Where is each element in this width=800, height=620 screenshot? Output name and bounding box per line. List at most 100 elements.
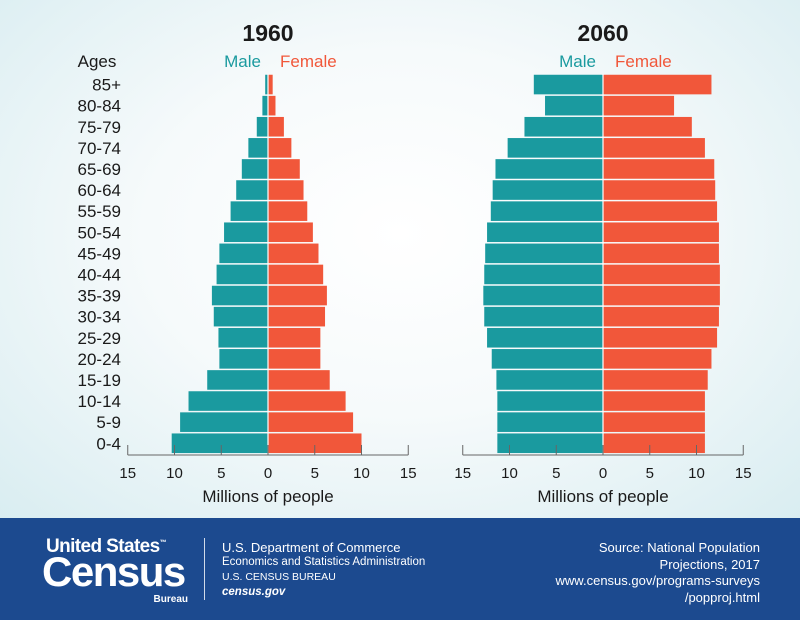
female-bar bbox=[268, 159, 300, 179]
male-bar bbox=[484, 264, 603, 285]
male-bar bbox=[213, 306, 268, 327]
female-bar bbox=[603, 116, 692, 137]
age-group-label: 75-79 bbox=[78, 118, 121, 137]
legend-female: Female bbox=[280, 52, 337, 71]
age-group-label: 35-39 bbox=[78, 287, 121, 306]
female-bar bbox=[268, 138, 292, 158]
x-tick-label: 5 bbox=[552, 465, 560, 482]
female-bar bbox=[603, 95, 675, 116]
x-axis-label: Millions of people bbox=[537, 487, 668, 506]
female-bar bbox=[603, 180, 716, 200]
male-bar bbox=[497, 433, 603, 454]
female-bar bbox=[603, 433, 705, 454]
age-group-label: 20-24 bbox=[78, 350, 121, 369]
age-group-label: 40-44 bbox=[78, 265, 121, 284]
x-tick-label: 5 bbox=[311, 465, 319, 482]
age-group-label: 15-19 bbox=[78, 371, 121, 390]
ages-label: Ages bbox=[78, 52, 117, 71]
male-bar bbox=[219, 243, 268, 264]
male-bar bbox=[496, 370, 603, 390]
male-bar bbox=[211, 285, 268, 306]
logo-united-states: United States™ bbox=[46, 536, 167, 557]
chart-area: Ages 85+ 80-84 75-79 70-74 65-69 60-64 55-59 50-… bbox=[0, 0, 800, 518]
female-bar bbox=[268, 370, 330, 390]
female-bar bbox=[603, 264, 720, 285]
male-bar bbox=[224, 222, 268, 243]
legend-male: Male bbox=[559, 52, 596, 71]
male-bar bbox=[188, 391, 268, 411]
age-group-label: 55-59 bbox=[78, 202, 121, 221]
source-line: Source: National Population bbox=[598, 540, 760, 555]
x-tick-label: 15 bbox=[119, 465, 136, 482]
male-bar bbox=[533, 74, 603, 95]
age-group-label: 70-74 bbox=[78, 139, 121, 158]
age-group-label: 5-9 bbox=[96, 413, 121, 432]
x-tick-label: 10 bbox=[353, 465, 370, 482]
x-tick-label: 15 bbox=[454, 465, 471, 482]
age-group-label: 10-14 bbox=[78, 392, 121, 411]
male-bar bbox=[207, 370, 268, 390]
female-bar bbox=[268, 285, 327, 306]
x-tick-label: 0 bbox=[599, 465, 607, 482]
male-bar bbox=[497, 391, 603, 411]
male-bar bbox=[256, 116, 268, 137]
female-bar bbox=[603, 285, 720, 306]
male-bar bbox=[262, 95, 268, 116]
male-bar bbox=[497, 412, 603, 432]
x-tick-label: 5 bbox=[646, 465, 654, 482]
x-axis-label: Millions of people bbox=[202, 487, 333, 506]
female-bar bbox=[268, 349, 321, 369]
female-bar bbox=[268, 222, 313, 243]
female-bar bbox=[603, 159, 715, 179]
female-bar bbox=[603, 222, 719, 243]
age-group-label: 30-34 bbox=[78, 308, 121, 327]
male-bar bbox=[265, 74, 268, 95]
male-bar bbox=[484, 306, 603, 327]
age-group-label: 60-64 bbox=[78, 181, 121, 200]
source-url[interactable]: www.census.gov/programs-surveys bbox=[555, 573, 760, 588]
age-group-label: 85+ bbox=[92, 76, 121, 95]
female-bar bbox=[603, 412, 705, 432]
dept-census-bureau: U.S. CENSUS BUREAU bbox=[222, 571, 336, 583]
legend-female: Female bbox=[615, 52, 672, 71]
source-url[interactable]: /popproj.html bbox=[684, 589, 760, 605]
male-bar bbox=[241, 159, 268, 179]
pyramid-title: 1960 bbox=[242, 20, 293, 46]
department-info: U.S. Department of Commerce Economics an… bbox=[222, 540, 425, 600]
source-line: Projections, 2017 bbox=[659, 556, 760, 572]
female-bar bbox=[603, 306, 719, 327]
female-bar bbox=[603, 370, 708, 390]
female-bar bbox=[268, 391, 346, 411]
male-bar bbox=[218, 327, 268, 348]
male-bar bbox=[485, 243, 603, 264]
male-bar bbox=[524, 116, 603, 137]
dept-commerce: U.S. Department of Commerce bbox=[222, 540, 401, 555]
female-bar bbox=[268, 201, 308, 221]
male-bar bbox=[492, 180, 603, 200]
female-bar bbox=[268, 95, 276, 116]
x-tick-label: 0 bbox=[264, 465, 272, 482]
x-tick-label: 15 bbox=[400, 465, 417, 482]
female-bar bbox=[603, 349, 712, 369]
female-bar bbox=[268, 180, 304, 200]
male-bar bbox=[545, 95, 603, 116]
female-bar bbox=[268, 327, 321, 348]
male-bar bbox=[490, 201, 603, 221]
male-bar bbox=[230, 201, 268, 221]
female-bar bbox=[268, 116, 284, 137]
source-note: Source: National Population Projections,… bbox=[556, 540, 760, 606]
male-bar bbox=[483, 285, 603, 306]
male-bar bbox=[216, 264, 268, 285]
age-group-label: 80-84 bbox=[78, 97, 121, 116]
male-bar bbox=[219, 349, 268, 369]
census-logo[interactable]: United States™ Census Bureau bbox=[42, 536, 192, 610]
footer-divider bbox=[204, 538, 205, 600]
male-bar bbox=[487, 222, 603, 243]
female-bar bbox=[268, 433, 362, 454]
age-group-label: 0-4 bbox=[96, 434, 121, 453]
age-group-label: 50-54 bbox=[78, 223, 121, 242]
male-bar bbox=[491, 349, 603, 369]
census-gov-link[interactable]: census.gov bbox=[222, 586, 286, 598]
pyramid-title: 2060 bbox=[577, 20, 628, 46]
male-bar bbox=[236, 180, 268, 200]
